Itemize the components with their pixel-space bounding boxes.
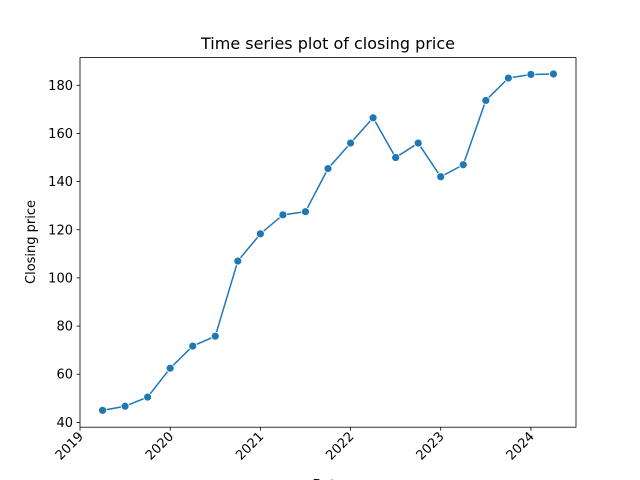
y-tick-label: 160 [48, 127, 73, 142]
y-tick-label: 100 [48, 271, 73, 286]
x-tick-label: 2023 [414, 429, 448, 463]
y-tick-label: 40 [56, 416, 73, 431]
point [481, 96, 491, 105]
y-tick-label: 140 [48, 175, 73, 190]
point [458, 160, 468, 170]
point [143, 392, 153, 402]
point [188, 341, 198, 351]
point [413, 138, 423, 148]
point [436, 172, 446, 182]
point [120, 401, 130, 411]
point [323, 164, 333, 174]
point [278, 210, 288, 220]
plot-frame [79, 57, 577, 428]
x-tick-label: 2019 [53, 429, 87, 463]
x-tick-label: 2024 [504, 429, 538, 463]
y-tick-label: 180 [48, 79, 73, 94]
point [210, 331, 220, 341]
point [233, 256, 243, 266]
point [526, 70, 536, 79]
point [391, 153, 401, 162]
y-tick-label: 120 [48, 223, 73, 238]
y-axis-label: Closing price [24, 200, 39, 284]
point [503, 73, 513, 83]
point [255, 229, 265, 239]
chart-title: Time series plot of closing price [200, 34, 455, 53]
point [368, 113, 378, 123]
x-axis-label: Date [312, 478, 343, 480]
x-tick-label: 2021 [233, 429, 267, 463]
point [165, 363, 175, 373]
x-tick-label: 2022 [323, 429, 357, 463]
y-tick-label: 80 [56, 320, 73, 335]
line [102, 73, 554, 412]
point [98, 405, 107, 415]
point [346, 138, 355, 148]
point [301, 207, 310, 217]
y-tick-label: 60 [56, 368, 73, 383]
x-tick-label: 2020 [143, 429, 177, 463]
point [549, 69, 558, 79]
